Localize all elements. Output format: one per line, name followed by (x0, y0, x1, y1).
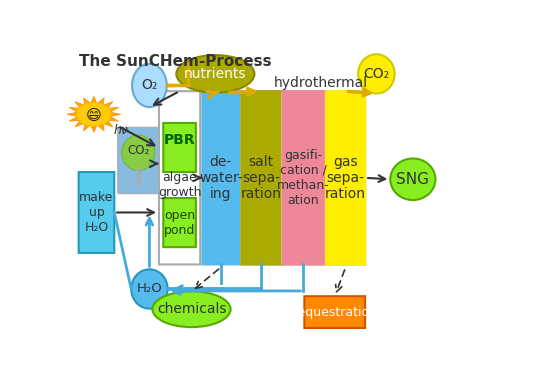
FancyBboxPatch shape (159, 91, 200, 264)
Text: PBR: PBR (164, 133, 195, 147)
Text: CO₂: CO₂ (363, 67, 389, 81)
FancyBboxPatch shape (241, 91, 281, 264)
Ellipse shape (390, 159, 436, 200)
FancyBboxPatch shape (164, 123, 196, 172)
FancyBboxPatch shape (118, 127, 159, 194)
Ellipse shape (358, 54, 395, 93)
Text: algae
growth: algae growth (158, 171, 202, 199)
Ellipse shape (152, 291, 231, 327)
FancyBboxPatch shape (283, 91, 324, 264)
Text: make
up
H₂O: make up H₂O (80, 191, 114, 234)
FancyBboxPatch shape (78, 172, 114, 253)
Text: hν: hν (113, 124, 128, 136)
Text: sequestration: sequestration (292, 306, 378, 319)
Text: SNG: SNG (396, 172, 430, 187)
Text: open
pond: open pond (164, 209, 195, 237)
Text: chemicals: chemicals (157, 302, 226, 316)
Text: 😄: 😄 (86, 108, 102, 123)
Text: CO₂: CO₂ (127, 144, 150, 158)
Text: gasifi-
cation /
methan-
ation: gasifi- cation / methan- ation (277, 149, 330, 207)
FancyBboxPatch shape (326, 91, 365, 264)
Text: hydrothermal: hydrothermal (274, 75, 368, 90)
Ellipse shape (176, 55, 254, 93)
Ellipse shape (132, 64, 167, 107)
Text: The SunCHem-Process: The SunCHem-Process (78, 54, 271, 69)
Text: salt
sepa-
ration: salt sepa- ration (240, 154, 282, 201)
Circle shape (77, 104, 110, 125)
Text: gas
sepa-
ration: gas sepa- ration (325, 154, 366, 201)
Polygon shape (67, 96, 121, 132)
Text: H₂O: H₂O (137, 282, 162, 296)
Text: O₂: O₂ (141, 78, 157, 92)
FancyBboxPatch shape (305, 296, 365, 328)
Ellipse shape (122, 135, 155, 171)
Ellipse shape (131, 269, 167, 309)
Text: de-
water-
ing: de- water- ing (199, 154, 242, 201)
Text: nutrients: nutrients (184, 67, 246, 81)
FancyBboxPatch shape (164, 198, 196, 247)
FancyBboxPatch shape (202, 91, 239, 264)
